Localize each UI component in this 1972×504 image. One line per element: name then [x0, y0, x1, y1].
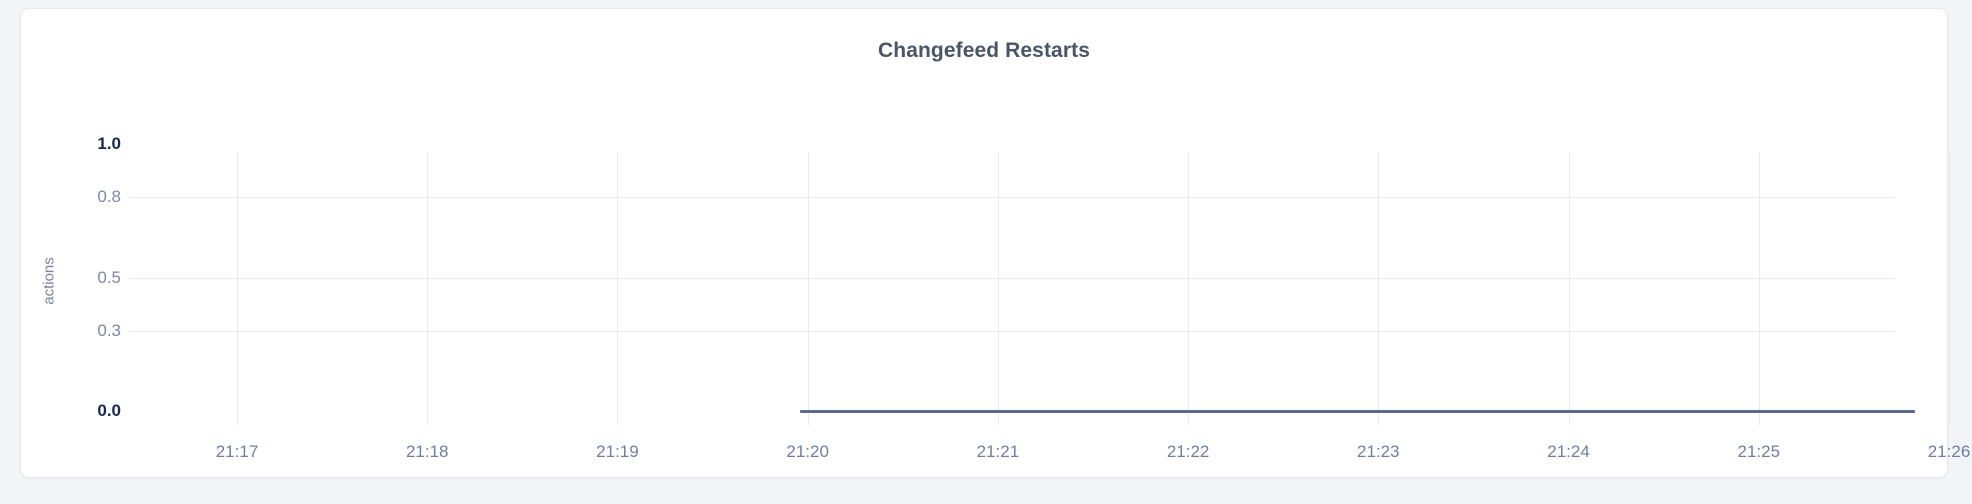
gridline-horizontal	[129, 330, 1895, 332]
gridline-horizontal	[129, 197, 1895, 199]
series-line-restarts	[799, 410, 1915, 413]
y-axis-tick-label: 0.3	[97, 320, 121, 340]
gridline-vertical	[1949, 152, 1950, 425]
x-axis-tick-label: 21:19	[596, 442, 639, 461]
gridline-vertical	[997, 152, 999, 425]
y-axis-tick-labels: 1.0 0.8 0.5 0.3 0.0	[21, 9, 121, 477]
chart-card[interactable]: Changefeed Restarts actions 1.0 0.8 0.5 0.3…	[20, 8, 1970, 478]
x-axis-tick-label: 21:18	[405, 442, 449, 461]
x-axis-tick-label: 21:26	[1927, 442, 1971, 461]
gridline-vertical	[1568, 152, 1570, 425]
y-axis-tick-label: 0.0	[97, 401, 121, 420]
y-axis-tick-label: 0.5	[97, 267, 121, 287]
gridline-vertical	[1188, 152, 1190, 425]
x-axis-tick-label: 21:21	[976, 442, 1020, 461]
gridline-vertical	[1378, 152, 1380, 425]
x-axis-tick-label: 21:23	[1357, 442, 1400, 461]
gridline-vertical	[1758, 152, 1760, 425]
plot-area[interactable]: 21:17 21:18 21:19 21:20 21:21 21:22 21:23 21:24…	[129, 144, 1970, 461]
x-axis-tick-label: 21:20	[786, 442, 829, 461]
x-axis-tick-label: 21:25	[1737, 442, 1781, 461]
x-axis-tick-label: 21:22	[1166, 442, 1210, 461]
gridline-vertical	[807, 152, 809, 425]
gridline-vertical	[617, 152, 619, 425]
x-axis-tick-label: 21:24	[1547, 442, 1590, 461]
y-axis-tick-label: 0.8	[97, 187, 121, 207]
gridline-vertical	[237, 152, 238, 425]
y-axis-tick-label: 1.0	[97, 134, 121, 153]
gridline-vertical	[427, 152, 429, 425]
chart-title: Changefeed Restarts	[878, 39, 1090, 62]
gridline-horizontal	[129, 277, 1895, 279]
x-axis-tick-label: 21:17	[215, 442, 259, 461]
